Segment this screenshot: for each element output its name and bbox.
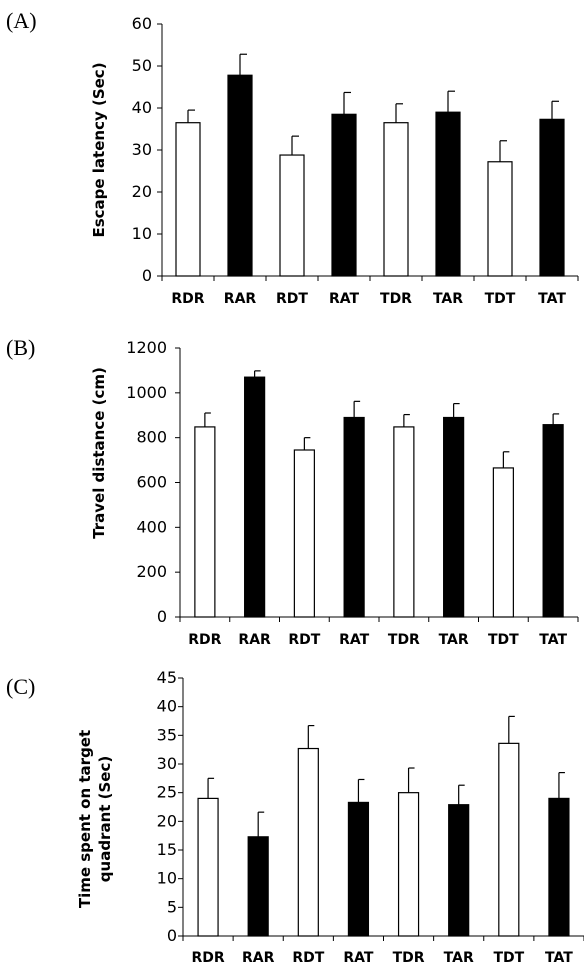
y-axis-title-c-line1: Time spent on target (76, 730, 94, 908)
y-tick-label: 600 (136, 473, 167, 492)
x-category-label: RAR (224, 291, 257, 307)
bar-rdr (197, 797, 219, 937)
y-tick-label: 60 (132, 14, 152, 33)
bar-rat (347, 801, 370, 937)
panel-label-c: (C) (6, 674, 35, 699)
plot-c: 0 5 10 15 20 25 30 35 40 45 RDR RAR RDT RAT TDR TAR TDT T… (157, 668, 584, 966)
y-tick-label: 45 (157, 668, 177, 687)
y-tick-label: 10 (132, 224, 152, 243)
bar-rar (247, 836, 269, 937)
y-tick-label: 20 (157, 811, 177, 830)
y-tick-label: 40 (157, 697, 177, 716)
x-category-label: RAT (329, 291, 360, 307)
x-category-label: TDT (493, 950, 524, 966)
x-category-label: TDR (393, 950, 425, 966)
bar-tat (548, 797, 570, 937)
x-category-label: RAT (343, 950, 374, 966)
y-tick-label: 1200 (126, 338, 167, 357)
y-tick-label: 0 (142, 266, 152, 285)
bar-rdr (194, 426, 216, 618)
x-category-label: TDT (488, 632, 519, 648)
plot-b: 0 200 400 600 800 1000 1200 RDR RAR RDT RAT TDR TAR T… (126, 338, 579, 648)
x-category-label: TDR (380, 291, 412, 307)
x-category-label: TAT (545, 950, 573, 966)
x-category-label: RDT (292, 950, 324, 966)
y-axis-title-b: Travel distance (cm) (90, 367, 108, 539)
x-category-label: RDT (288, 632, 320, 648)
y-tick-label: 50 (132, 56, 152, 75)
y-tick-label: 5 (167, 897, 177, 916)
y-tick-label: 400 (136, 517, 167, 536)
y-tick-label: 30 (132, 140, 152, 159)
bar-tat (539, 118, 565, 277)
bar-rar (244, 376, 266, 618)
bar-tar (448, 804, 470, 937)
y-tick-label: 0 (157, 607, 167, 626)
x-category-label: TAR (444, 950, 474, 966)
y-tick-label: 25 (157, 783, 177, 802)
y-tick-label: 0 (167, 926, 177, 945)
y-tick-label: 800 (136, 428, 167, 447)
y-tick-label: 30 (157, 754, 177, 773)
x-category-label: TDR (388, 632, 420, 648)
bar-tdt (498, 742, 520, 937)
bar-rdt (279, 154, 305, 277)
plot-a: 0 10 20 30 40 50 60 RDR RAR RDT RAT TDR TAR TDT TAT (132, 14, 579, 307)
y-tick-label: 15 (157, 840, 177, 859)
bar-tdr (383, 122, 409, 277)
y-tick-label: 200 (136, 562, 167, 581)
x-category-label: TAR (439, 632, 469, 648)
x-category-label: TAT (539, 632, 567, 648)
panel-c: (C) Time spent on target quadrant (Sec) … (6, 668, 584, 966)
bar-tdr (397, 792, 420, 937)
panel-b: (B) Travel distance (cm) 0 200 400 600 800 10… (6, 335, 579, 648)
x-category-label: RAT (339, 632, 370, 648)
panel-label-a: (A) (6, 8, 37, 33)
y-tick-label: 40 (132, 98, 152, 117)
x-category-label: RDR (188, 632, 221, 648)
x-category-label: RDT (276, 291, 308, 307)
y-tick-label: 1000 (126, 383, 167, 402)
x-category-label: RAR (238, 632, 271, 648)
y-axis-title-c-line2: quadrant (Sec) (96, 756, 114, 882)
bar-tat (542, 424, 564, 618)
x-category-label: RDR (171, 291, 204, 307)
x-category-label: TDT (485, 291, 516, 307)
y-tick-label: 35 (157, 725, 177, 744)
x-category-label: RAR (242, 950, 275, 966)
bar-rat (343, 416, 365, 618)
bar-tar (435, 111, 461, 277)
x-category-label: TAT (538, 291, 566, 307)
bar-rar (227, 74, 253, 277)
bar-tdr (393, 426, 415, 618)
x-category-label: TAR (433, 291, 463, 307)
bar-rdt (297, 747, 319, 937)
y-tick-label: 20 (132, 182, 152, 201)
bar-rdt (293, 449, 315, 618)
panel-a: (A) Escape latency (Sec) 0 10 20 30 40 50 60 RD… (6, 8, 579, 307)
bar-rat (331, 113, 357, 277)
y-tick-label: 10 (157, 869, 177, 888)
y-axis-title-a: Escape latency (Sec) (90, 62, 108, 237)
bar-tdt (492, 467, 514, 618)
bar-rdr (175, 122, 201, 277)
bar-tdt (487, 161, 513, 277)
panel-label-b: (B) (6, 335, 35, 360)
bar-tar (443, 416, 465, 618)
x-category-label: RDR (191, 950, 224, 966)
